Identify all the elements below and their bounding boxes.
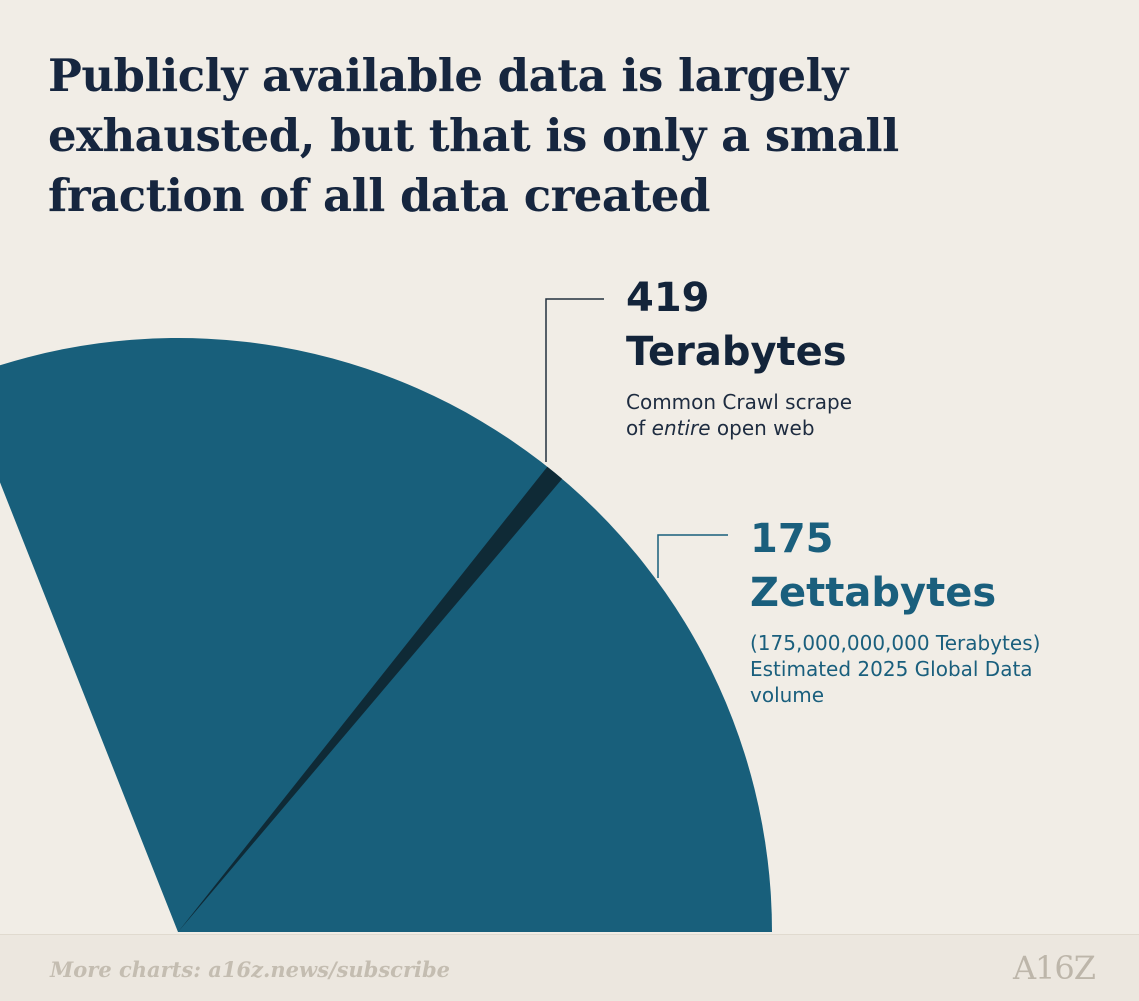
label-global-data-description: (175,000,000,000 Terabytes) Estimated 202…	[750, 631, 1041, 707]
pie-chart	[0, 298, 772, 932]
label-common-crawl-description: Common Crawl scrape of entire open web	[626, 390, 853, 440]
label-global-data: 175 Zettabytes (175,000,000,000 Terabyte…	[750, 512, 1080, 708]
a16z-logo: A16Z	[1012, 949, 1096, 987]
label-common-crawl-value: 419	[626, 275, 710, 321]
chart-title: Publicly available data is largely exhau…	[48, 49, 899, 222]
leader-line-common-crawl	[545, 298, 604, 462]
label-global-data-unit: Zettabytes	[750, 570, 997, 616]
pie-slice-global-data	[0, 338, 772, 932]
label-common-crawl-unit: Terabytes	[626, 329, 847, 375]
label-global-data-value: 175	[750, 516, 834, 562]
footer-subscribe-link[interactable]: More charts: a16z.news/subscribe	[50, 957, 451, 982]
leader-line-global-data	[657, 534, 728, 578]
label-common-crawl: 419 Terabytes Common Crawl scrape of enti…	[626, 271, 852, 441]
pie-slice-common-crawl	[178, 466, 563, 932]
footer: More charts: a16z.news/subscribe A16Z	[0, 934, 1139, 1001]
